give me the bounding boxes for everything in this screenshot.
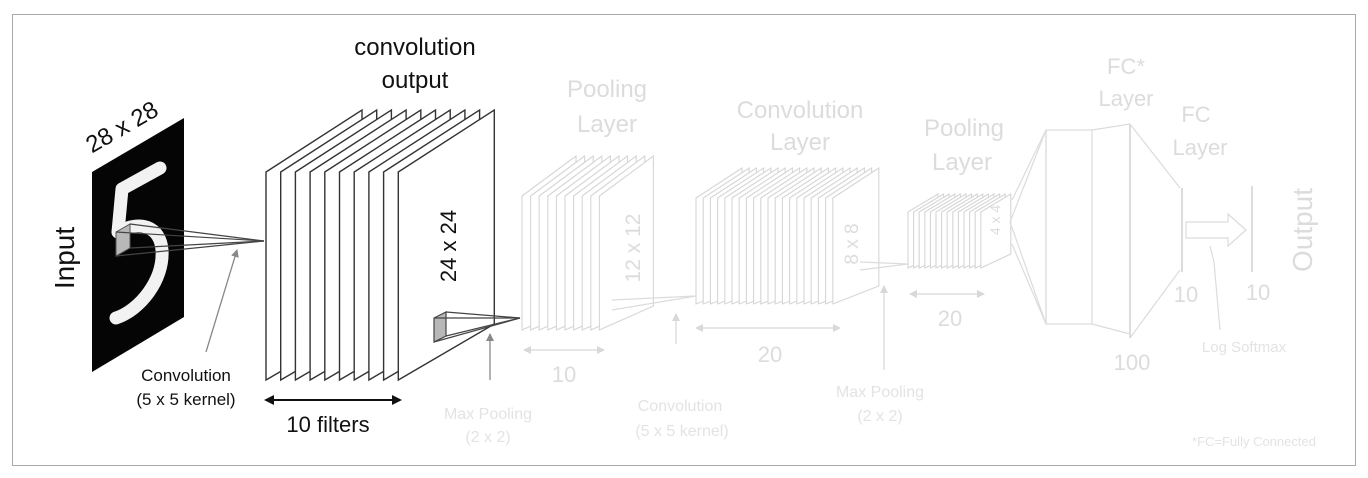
conv2-size-label: 8 x 8 bbox=[842, 223, 863, 264]
pool1-title-line2: Layer bbox=[577, 111, 637, 138]
conv1-caption-line1: Convolution bbox=[141, 366, 231, 385]
conv2-title-line2: Layer bbox=[770, 129, 830, 156]
pooling-layer-2-stack bbox=[907, 193, 1012, 269]
log-softmax-label: Log Softmax bbox=[1202, 339, 1287, 356]
conv2-title-line1: Convolution bbox=[737, 97, 864, 124]
conv-output-title-line1: convolution bbox=[354, 34, 475, 61]
convolution-output-stack bbox=[265, 108, 495, 382]
pool2-depth-label: 20 bbox=[938, 306, 962, 331]
maxpool2-caption-line1: Max Pooling bbox=[836, 384, 924, 401]
fc1-title-line1: FC* bbox=[1107, 54, 1145, 79]
fc2-title-line1: FC bbox=[1181, 102, 1210, 127]
fc2-title-line2: Layer bbox=[1172, 135, 1227, 160]
pool2-size-label: 4 x 4 bbox=[987, 205, 1003, 236]
fc1-title-line2: Layer bbox=[1098, 86, 1153, 111]
conv-size-label: 24 x 24 bbox=[436, 210, 461, 282]
convolution-layer-2-stack bbox=[695, 166, 880, 305]
input-label: Input bbox=[49, 227, 80, 289]
pool2-title-line1: Pooling bbox=[924, 115, 1004, 142]
filters-label: 10 filters bbox=[286, 412, 369, 437]
faint-dimension-arrows bbox=[523, 285, 985, 370]
conv2-depth-label: 20 bbox=[758, 342, 782, 367]
maxpool2-caption-line2: (2 x 2) bbox=[857, 408, 902, 425]
pool2-sheet bbox=[980, 193, 1012, 269]
pooling-layer-1-stack bbox=[521, 154, 654, 331]
output-label: Output bbox=[1287, 188, 1318, 272]
diagram-frame bbox=[12, 14, 1356, 466]
maxpool1-caption-line2: (2 x 2) bbox=[465, 429, 510, 446]
pool2-title-line2: Layer bbox=[932, 149, 992, 176]
pool1-sheet bbox=[598, 154, 654, 331]
pool1-size-label: 12 x 12 bbox=[622, 214, 645, 283]
maxpool1-caption-line1: Max Pooling bbox=[444, 406, 532, 423]
input-image bbox=[92, 118, 184, 372]
conv2-caption-line2: (5 x 5 kernel) bbox=[635, 423, 728, 440]
output-kernel-cube bbox=[433, 311, 521, 343]
conv2-caption-line1: Convolution bbox=[638, 398, 723, 415]
conv-output-title-line2: output bbox=[382, 67, 449, 94]
faint-connectors bbox=[611, 123, 1253, 339]
conv1-pointer-arrow bbox=[205, 249, 239, 353]
fc1-units-label: 100 bbox=[1114, 350, 1151, 375]
output-units-label: 10 bbox=[1246, 280, 1270, 305]
digit-five-glyph bbox=[109, 161, 169, 325]
fc2-units-label: 10 bbox=[1174, 282, 1198, 307]
conv1-caption-line2: (5 x 5 kernel) bbox=[136, 390, 235, 409]
pool1-title-line1: Pooling bbox=[567, 76, 647, 103]
conv2-sheet bbox=[832, 166, 880, 305]
kernel-projection-lines bbox=[115, 223, 265, 257]
footnote: *FC=Fully Connected bbox=[1192, 434, 1316, 449]
pool1-depth-label: 10 bbox=[552, 362, 576, 387]
